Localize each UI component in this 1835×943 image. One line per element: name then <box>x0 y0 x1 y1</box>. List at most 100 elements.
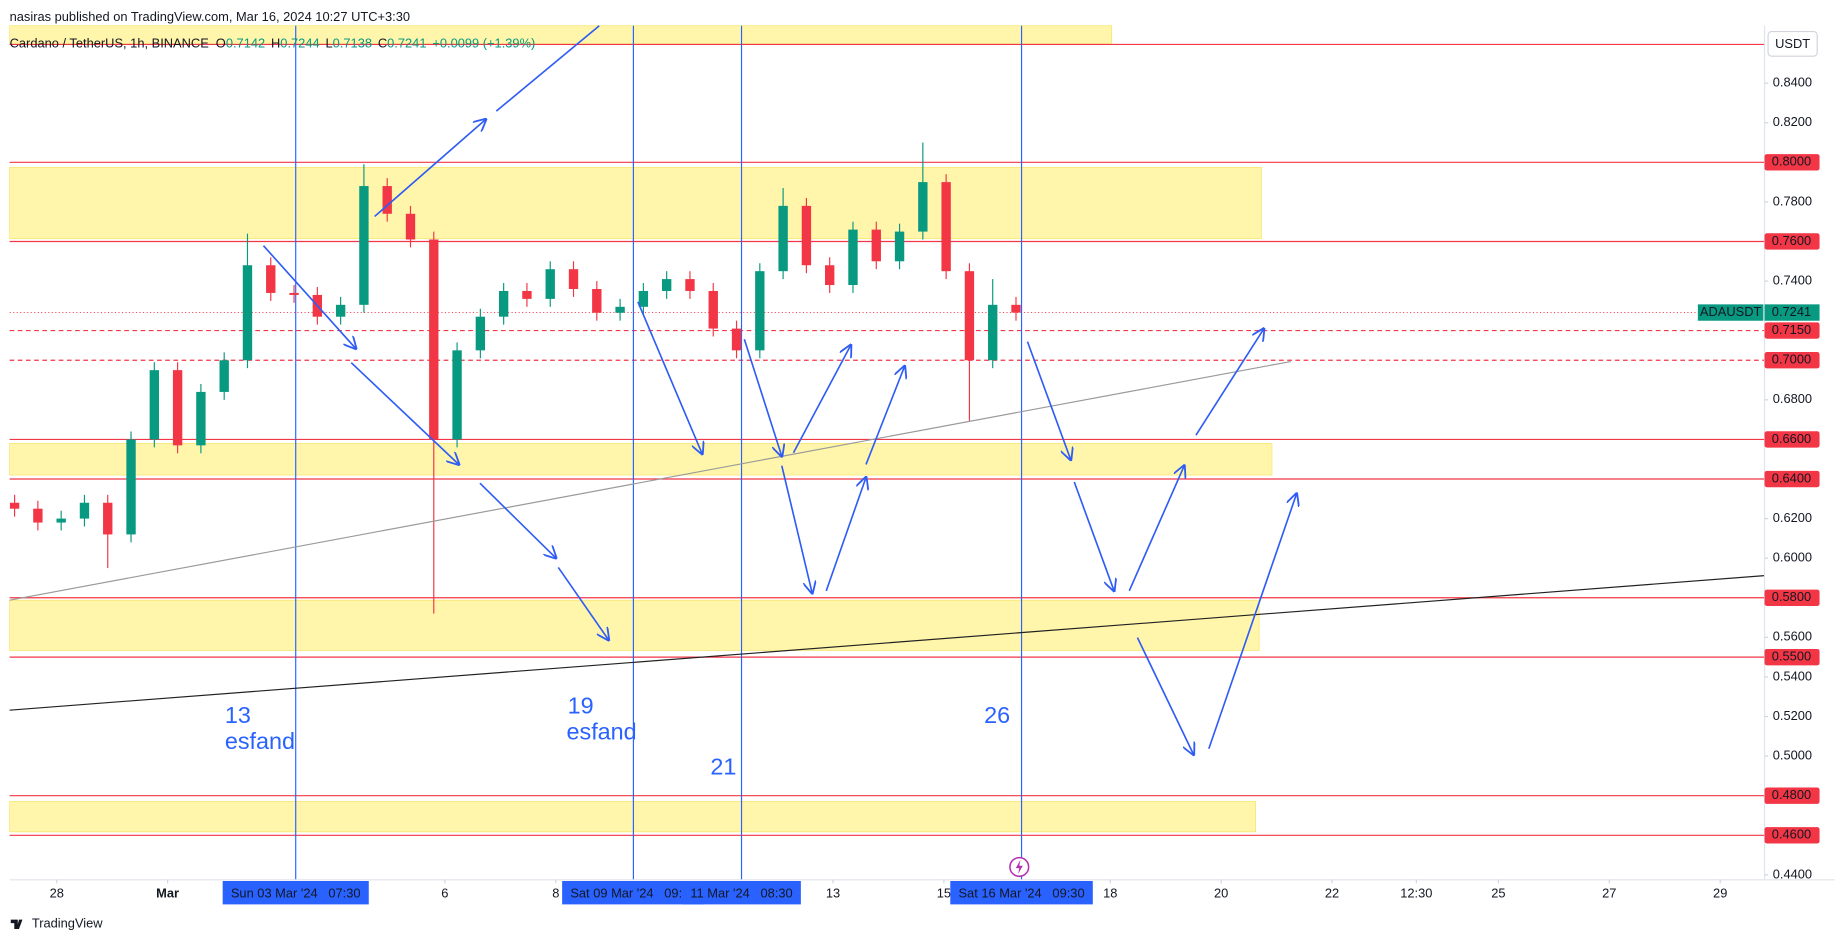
legend-h: H <box>271 36 280 51</box>
currency-box[interactable] <box>1767 31 1818 57</box>
arrow <box>557 566 608 640</box>
drawings: 13 esfand 19 esfand 21 26 <box>9 25 1765 780</box>
candle-body <box>429 239 439 440</box>
level-label: 0.5800 <box>1772 589 1811 604</box>
x-tick-label: 28 <box>50 885 64 900</box>
candle-body <box>871 229 881 262</box>
candle-body <box>545 269 555 299</box>
level-label-bg <box>1764 154 1820 171</box>
y-tick-label: 0.5400 <box>1773 668 1812 683</box>
candle-body <box>359 186 369 305</box>
x-tick-label: 12:30 <box>1400 885 1432 900</box>
x-tick-label: 20 <box>1214 885 1228 900</box>
candle-body <box>964 271 975 361</box>
last-price-bg <box>1764 304 1820 321</box>
publish-header: nasiras published on TradingView.com, Ma… <box>10 9 410 24</box>
marker-label: Sun 03 Mar '24 07:30 <box>231 885 361 900</box>
candle-body <box>149 370 160 440</box>
level-label: 0.6600 <box>1772 431 1811 446</box>
y-tick-label: 0.5600 <box>1773 629 1812 644</box>
y-tick-label: 0.6200 <box>1773 510 1812 525</box>
marker-label-bg <box>682 880 801 905</box>
x-tick-label: Mar <box>156 885 179 900</box>
candle-body <box>33 508 43 523</box>
level-label-bg <box>1764 648 1820 666</box>
level-label: 0.7150 <box>1772 322 1811 337</box>
zone <box>9 443 1273 476</box>
legend-change: +0.0099 (+1.39%) <box>432 36 535 51</box>
arrow <box>374 119 486 218</box>
level-label-bg <box>1764 352 1820 369</box>
trend-line <box>9 360 1291 601</box>
candle-body <box>941 182 951 272</box>
candle-body <box>382 186 392 214</box>
legend-symbol: Cardano / TetherUS, 1h, BINANCE <box>10 36 210 51</box>
level-label-bg <box>1764 431 1820 448</box>
level-label: 0.4600 <box>1772 827 1811 842</box>
candle-body <box>918 182 928 232</box>
arrow <box>825 477 866 592</box>
y-tick-label: 0.8200 <box>1773 114 1812 129</box>
arrow <box>350 362 459 465</box>
brand-logo <box>10 919 23 929</box>
candle-body <box>778 205 788 272</box>
x-tick-label: 15 <box>937 885 951 900</box>
candle-body <box>498 290 509 317</box>
x-tick-label: 8 <box>552 885 559 900</box>
zone <box>9 25 1113 44</box>
candle-body <box>219 360 229 392</box>
level-label-bg <box>1764 787 1820 804</box>
candle-body <box>172 370 183 446</box>
candle-body <box>79 502 90 519</box>
x-tick-label: 25 <box>1491 885 1505 900</box>
candle-body <box>289 292 299 295</box>
candle-body <box>568 269 579 289</box>
legend-l: L <box>326 36 333 51</box>
level-label: 0.7600 <box>1772 233 1811 248</box>
x-tick-label: 13 <box>826 885 840 900</box>
level-label: 0.7000 <box>1772 352 1811 367</box>
x-tick-label: 22 <box>1325 885 1339 900</box>
y-tick-label: 0.6000 <box>1773 550 1812 565</box>
candle-body <box>638 290 649 307</box>
y-tick-label: 0.8400 <box>1773 75 1812 90</box>
level-label: 0.6400 <box>1772 470 1811 485</box>
y-tick-label: 0.4400 <box>1773 866 1812 881</box>
arrow <box>780 465 812 594</box>
candle-body <box>685 279 695 291</box>
legend-h-value: 0.7244 <box>280 36 319 51</box>
arrow <box>262 245 355 349</box>
arrow <box>1128 466 1184 592</box>
arrow <box>1026 341 1070 460</box>
candle-body <box>522 290 532 299</box>
candle-body <box>103 502 113 535</box>
candle-body <box>708 290 718 329</box>
marker-label-bg <box>950 880 1093 905</box>
arrow <box>1208 494 1297 750</box>
candle-body <box>615 306 625 313</box>
candle-body <box>405 213 416 240</box>
arrow <box>1136 637 1193 755</box>
brand: TradingView <box>10 916 103 931</box>
candle-body <box>242 265 253 361</box>
arrow <box>792 345 850 454</box>
brand-name: TradingView <box>32 916 103 931</box>
annotation: 19 <box>568 693 594 719</box>
candle-body <box>801 205 812 266</box>
arrow <box>495 25 600 112</box>
last-symbol-bg <box>1697 304 1764 321</box>
arrow <box>743 339 781 456</box>
legend-o-value: 0.7142 <box>226 36 265 51</box>
level-label: 0.8000 <box>1772 154 1811 169</box>
zones <box>9 25 1765 833</box>
marker-label: Sat 16 Mar '24 09:30 <box>958 885 1084 900</box>
candle-body <box>452 350 462 440</box>
y-tick-label: 0.6800 <box>1773 391 1812 406</box>
annotation: esfand <box>225 728 295 754</box>
candle-body <box>335 304 346 317</box>
annotation: 21 <box>710 754 736 780</box>
candle-body <box>894 231 905 262</box>
candle-body <box>475 316 486 351</box>
arrow <box>479 482 556 558</box>
